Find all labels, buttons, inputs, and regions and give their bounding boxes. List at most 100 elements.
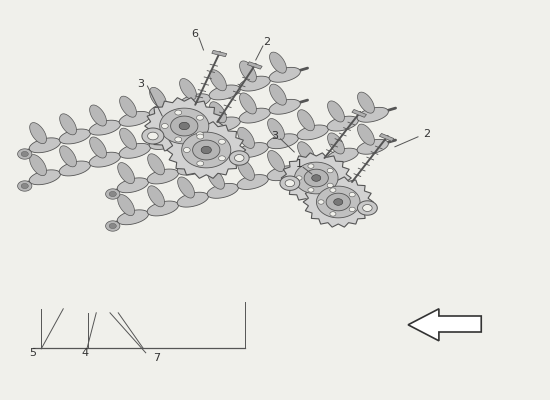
Polygon shape [208,136,224,157]
Polygon shape [328,101,344,122]
Polygon shape [160,108,209,144]
Polygon shape [328,133,344,154]
Polygon shape [239,76,271,91]
Polygon shape [352,110,366,117]
Polygon shape [117,210,148,225]
Polygon shape [29,170,60,185]
Polygon shape [408,309,481,341]
Polygon shape [90,137,107,158]
Polygon shape [327,116,359,131]
Text: 7: 7 [153,353,160,363]
Polygon shape [327,168,333,173]
Polygon shape [109,192,117,196]
Polygon shape [357,107,388,122]
Polygon shape [208,168,224,189]
Polygon shape [269,99,300,114]
Polygon shape [119,144,151,158]
Polygon shape [280,176,300,190]
Polygon shape [237,143,268,158]
Text: 1: 1 [296,159,303,169]
Polygon shape [303,177,373,227]
Polygon shape [267,134,299,149]
Polygon shape [145,98,224,154]
Polygon shape [334,199,343,205]
Polygon shape [18,181,32,191]
Polygon shape [149,103,180,118]
Polygon shape [197,161,204,166]
Polygon shape [308,164,314,168]
Polygon shape [281,153,351,203]
Polygon shape [210,70,227,91]
Polygon shape [150,87,167,108]
Text: 3: 3 [137,79,144,89]
Polygon shape [358,124,375,145]
Polygon shape [90,105,107,126]
Polygon shape [177,192,208,207]
Polygon shape [175,110,182,115]
Polygon shape [209,85,240,100]
Polygon shape [327,148,359,163]
Polygon shape [89,152,120,167]
Polygon shape [117,178,148,193]
Polygon shape [349,207,355,212]
Polygon shape [297,157,328,172]
Polygon shape [240,93,256,114]
Polygon shape [237,175,268,190]
Polygon shape [298,142,315,163]
Polygon shape [308,188,314,192]
Polygon shape [180,110,196,132]
Polygon shape [179,94,211,109]
Polygon shape [196,132,204,137]
Text: 6: 6 [192,29,199,39]
Text: 2: 2 [423,129,430,139]
Polygon shape [120,96,136,117]
Polygon shape [304,169,328,187]
Polygon shape [119,112,151,126]
Polygon shape [379,134,394,141]
Polygon shape [298,110,315,131]
Polygon shape [297,125,328,140]
Polygon shape [106,189,120,199]
Polygon shape [239,108,271,123]
Polygon shape [142,128,164,144]
Polygon shape [29,138,60,153]
Polygon shape [218,139,226,144]
Polygon shape [106,221,120,231]
Polygon shape [192,140,220,160]
Polygon shape [296,176,302,180]
Polygon shape [180,78,196,100]
Polygon shape [358,92,375,113]
Polygon shape [330,188,336,192]
Text: 4: 4 [82,348,89,358]
Polygon shape [234,154,244,162]
Polygon shape [18,149,32,159]
Text: 5: 5 [30,348,36,358]
Polygon shape [268,150,284,172]
Polygon shape [196,115,204,120]
Polygon shape [318,200,324,204]
Polygon shape [147,201,178,216]
Polygon shape [59,161,90,176]
Polygon shape [238,159,255,180]
Polygon shape [120,128,136,149]
Polygon shape [30,154,47,176]
Polygon shape [209,117,240,132]
Polygon shape [179,126,211,141]
Polygon shape [167,122,246,178]
Polygon shape [267,166,299,181]
Polygon shape [59,129,90,144]
Polygon shape [248,62,262,69]
Polygon shape [109,224,117,228]
Polygon shape [21,152,29,156]
Polygon shape [270,84,287,105]
Polygon shape [270,52,287,73]
Polygon shape [362,204,372,212]
Polygon shape [170,116,198,136]
Polygon shape [326,193,350,211]
Polygon shape [240,61,256,82]
Polygon shape [268,118,284,140]
Polygon shape [21,184,29,188]
Polygon shape [147,132,158,140]
Polygon shape [183,148,190,152]
Polygon shape [147,186,164,207]
